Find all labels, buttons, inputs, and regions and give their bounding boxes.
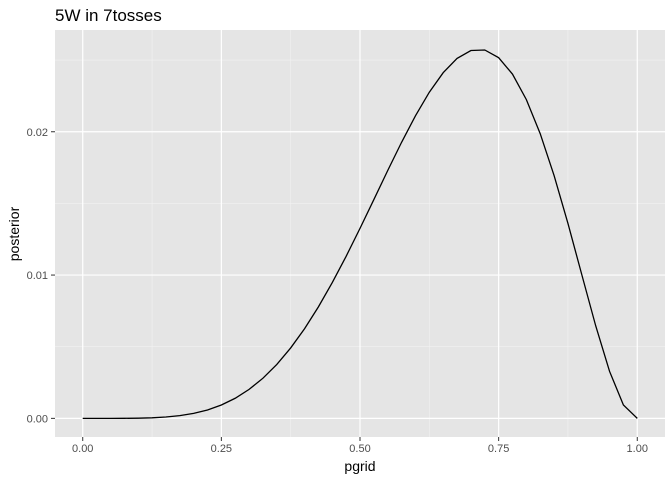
chart-title: 5W in 7tosses — [55, 6, 162, 25]
x-tick-label: 0.25 — [211, 443, 232, 455]
x-tick-label: 0.50 — [349, 443, 370, 455]
x-tick-label: 0.00 — [72, 443, 93, 455]
y-tick-label: 0.01 — [27, 270, 48, 282]
x-tick-label: 1.00 — [627, 443, 648, 455]
y-tick-label: 0.02 — [27, 127, 48, 139]
y-axis-label: posterior — [6, 206, 22, 261]
y-tick-label: 0.00 — [27, 413, 48, 425]
line — [82, 49, 638, 420]
x-tick-label: 0.75 — [488, 443, 509, 455]
x-axis-label: pgrid — [344, 458, 375, 474]
